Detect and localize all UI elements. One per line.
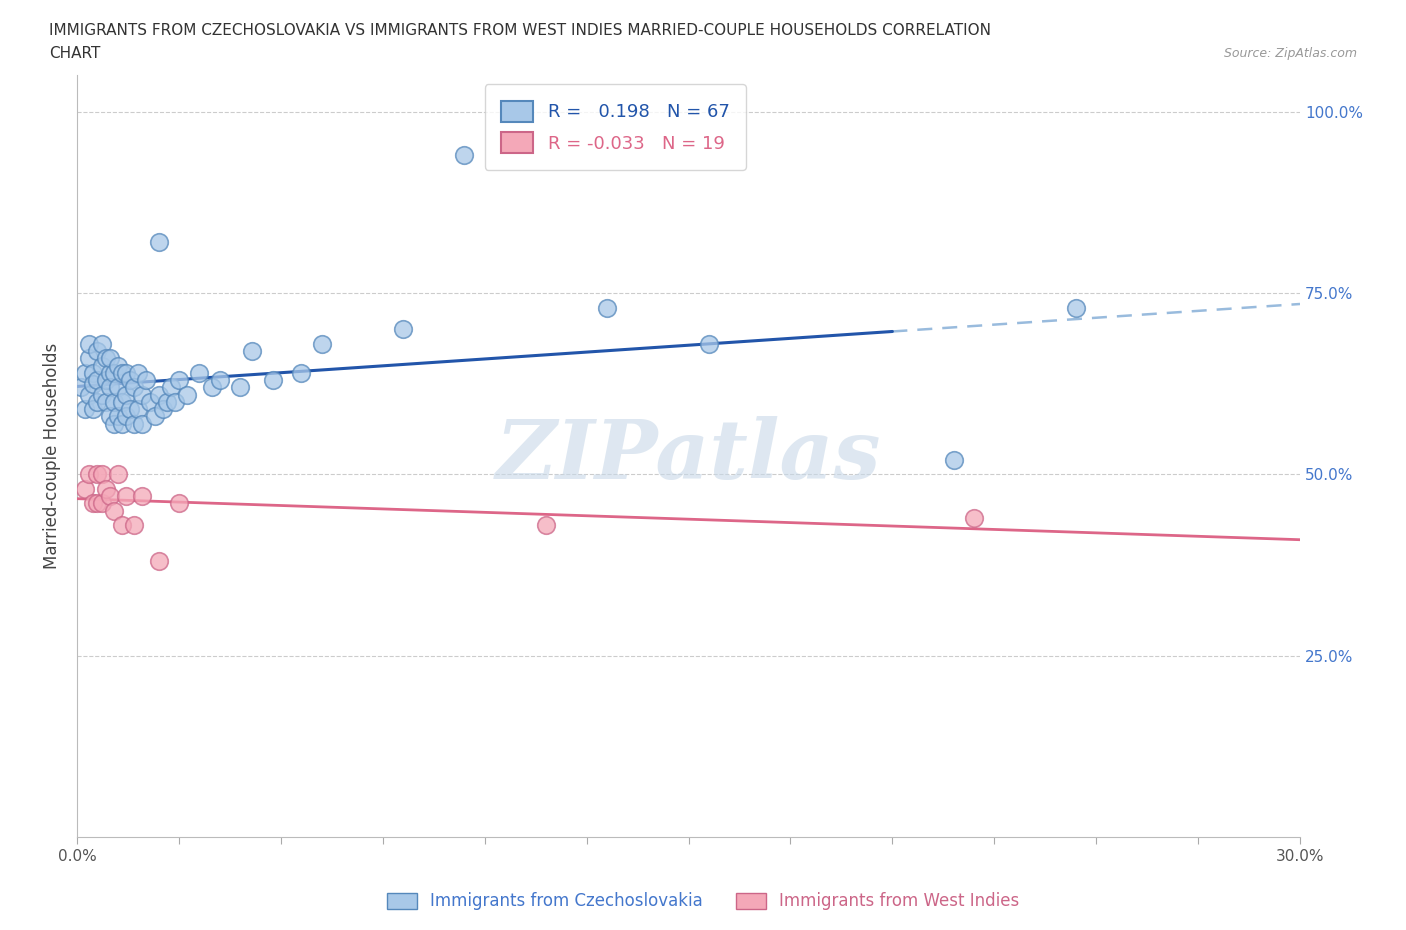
Point: [107, 409, 129, 424]
Point: [262, 373, 284, 388]
Point: [942, 452, 965, 467]
Point: [131, 387, 153, 402]
Point: [697, 337, 720, 352]
Point: [103, 365, 125, 380]
Point: [98, 379, 121, 394]
Point: [82, 365, 104, 380]
Point: [167, 373, 190, 388]
Point: [122, 518, 145, 533]
Point: [94, 482, 117, 497]
Point: [79, 337, 101, 352]
Point: [111, 365, 134, 380]
Point: [86, 467, 108, 482]
Point: [107, 379, 129, 394]
Point: [70, 379, 93, 394]
Point: [201, 379, 224, 394]
Point: [131, 488, 153, 503]
Point: [311, 337, 333, 352]
Point: [79, 387, 101, 402]
Point: [90, 467, 112, 482]
Point: [86, 394, 108, 409]
Point: [111, 518, 134, 533]
Point: [111, 394, 134, 409]
Point: [94, 394, 117, 409]
Point: [82, 496, 104, 511]
Point: [392, 322, 415, 337]
Point: [120, 402, 142, 417]
Point: [596, 300, 619, 315]
Point: [82, 402, 104, 417]
Text: CHART: CHART: [49, 46, 101, 61]
Point: [120, 373, 142, 388]
Point: [127, 365, 149, 380]
Point: [90, 496, 112, 511]
Point: [122, 379, 145, 394]
Point: [208, 373, 231, 388]
Text: Source: ZipAtlas.com: Source: ZipAtlas.com: [1223, 46, 1357, 60]
Point: [122, 416, 145, 431]
Point: [148, 387, 170, 402]
Point: [453, 148, 475, 163]
Point: [94, 373, 117, 388]
Point: [75, 402, 97, 417]
Point: [90, 387, 112, 402]
Point: [963, 511, 986, 525]
Point: [167, 496, 190, 511]
Point: [1064, 300, 1087, 315]
Point: [75, 482, 97, 497]
Legend: Immigrants from Czechoslovakia, Immigrants from West Indies: Immigrants from Czechoslovakia, Immigran…: [380, 885, 1026, 917]
Point: [115, 365, 138, 380]
Point: [139, 394, 162, 409]
Point: [103, 416, 125, 431]
Point: [229, 379, 252, 394]
Point: [148, 235, 170, 250]
Point: [115, 387, 138, 402]
Point: [534, 518, 557, 533]
Point: [103, 394, 125, 409]
Point: [115, 409, 138, 424]
Point: [148, 554, 170, 569]
Point: [131, 416, 153, 431]
Point: [79, 351, 101, 365]
Point: [290, 365, 312, 380]
Legend: R =   0.198   N = 67, R = -0.033   N = 19: R = 0.198 N = 67, R = -0.033 N = 19: [485, 85, 745, 169]
Point: [160, 379, 183, 394]
Text: ZIPatlas: ZIPatlas: [496, 417, 882, 497]
Point: [143, 409, 166, 424]
Point: [163, 394, 186, 409]
Point: [188, 365, 211, 380]
Point: [242, 343, 264, 358]
Point: [94, 351, 117, 365]
Point: [86, 343, 108, 358]
Point: [98, 488, 121, 503]
Point: [98, 365, 121, 380]
Point: [135, 373, 157, 388]
Point: [90, 337, 112, 352]
Point: [111, 416, 134, 431]
Y-axis label: Married-couple Households: Married-couple Households: [44, 343, 60, 569]
Point: [75, 365, 97, 380]
Point: [107, 358, 129, 373]
Point: [98, 409, 121, 424]
Point: [127, 402, 149, 417]
Point: [176, 387, 198, 402]
Point: [79, 467, 101, 482]
Point: [90, 358, 112, 373]
Point: [82, 377, 104, 392]
Point: [86, 373, 108, 388]
Point: [115, 488, 138, 503]
Point: [103, 503, 125, 518]
Point: [107, 467, 129, 482]
Point: [98, 351, 121, 365]
Point: [156, 394, 179, 409]
Text: IMMIGRANTS FROM CZECHOSLOVAKIA VS IMMIGRANTS FROM WEST INDIES MARRIED-COUPLE HOU: IMMIGRANTS FROM CZECHOSLOVAKIA VS IMMIGR…: [49, 23, 991, 38]
Point: [86, 496, 108, 511]
Point: [152, 402, 174, 417]
